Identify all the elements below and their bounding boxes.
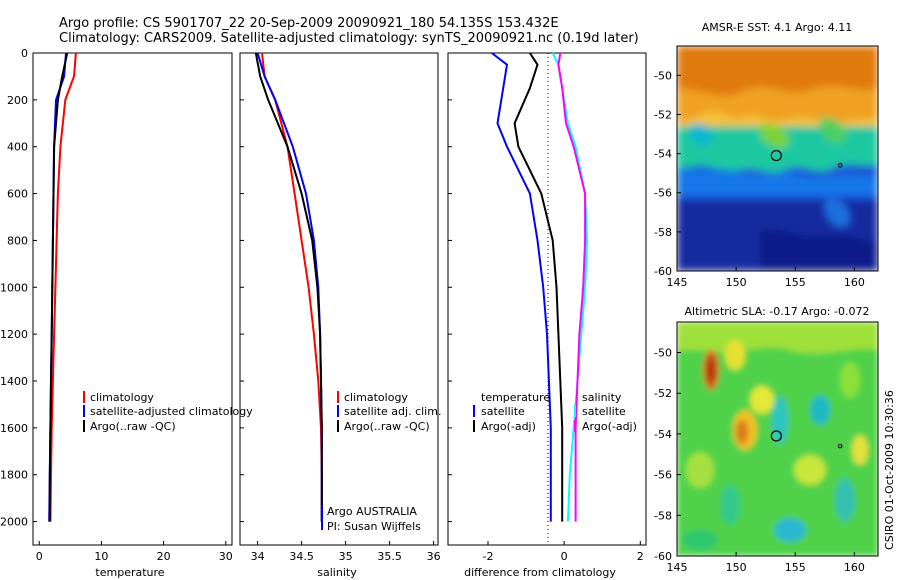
figure-title-line1: Argo profile: CS 5901707_22 20-Sep-2009 … xyxy=(59,16,559,31)
legend-title-salinity: salinity xyxy=(582,391,622,404)
y-tick-label: 1400 xyxy=(0,375,28,388)
x-tick-label: 145 xyxy=(667,561,688,574)
sla-markers xyxy=(770,430,843,449)
sst-map-title: AMSR-E SST: 4.1 Argo: 4.11 xyxy=(702,21,853,34)
legend-label-temp-satellite: satellite xyxy=(481,405,525,418)
series-line-satellite xyxy=(491,52,552,522)
x-tick-label: 155 xyxy=(785,276,806,289)
y-tick-label: 200 xyxy=(7,94,28,107)
sst-markers xyxy=(770,149,843,168)
temperature-axis-label: temperature xyxy=(95,566,164,579)
y-tick-label: -60 xyxy=(654,550,672,563)
x-tick-label: 10 xyxy=(94,550,108,563)
y-tick-label: -54 xyxy=(654,428,672,441)
series-line-satellite-adj-clim- xyxy=(256,52,323,522)
y-tick-label: -58 xyxy=(654,226,672,239)
x-tick-label: 150 xyxy=(726,276,747,289)
salinity-plot-frame xyxy=(239,52,439,546)
series-line-satellite xyxy=(551,52,588,522)
y-tick-label: 1800 xyxy=(0,469,28,482)
y-tick-label: 400 xyxy=(7,141,28,154)
temperature-plot-frame xyxy=(32,52,233,546)
y-tick-label: -50 xyxy=(654,347,672,360)
difference-axis-ticks: -2 0 2 xyxy=(448,52,644,563)
sla-map-frame xyxy=(676,321,879,557)
y-tick-label: 2000 xyxy=(0,516,28,529)
x-tick-label: 34.5 xyxy=(289,550,314,563)
legend-label-climatology: climatology xyxy=(90,391,154,404)
sst-axis-ticks: 145 150 155 160 -50 -52 -54 -56 -58 -60 xyxy=(654,69,865,289)
sla-map-title: Altimetric SLA: -0.17 Argo: -0.072 xyxy=(685,305,870,318)
temperature-legend: climatology satellite-adjusted climatolo… xyxy=(83,391,253,433)
legend-label-satellite-adj: satellite adj. clim. xyxy=(344,405,441,418)
x-tick-label: 30 xyxy=(219,550,233,563)
temperature-axis-ticks: 0 10 20 30 0 200 400 600 800 1000 1200 1400 1600 1800… xyxy=(0,47,233,563)
salinity-legend: climatology satellite adj. clim. Argo(..… xyxy=(337,391,441,433)
x-tick-label: 150 xyxy=(726,561,747,574)
y-tick-label: -56 xyxy=(654,187,672,200)
x-tick-label: 160 xyxy=(844,561,865,574)
y-tick-label: 1000 xyxy=(0,281,28,294)
figure-title-line2: Climatology: CARS2009. Satellite-adjuste… xyxy=(59,31,639,46)
legend-label-climatology: climatology xyxy=(344,391,408,404)
x-tick-label: 0 xyxy=(561,550,568,563)
secondary-marker xyxy=(837,443,843,449)
salinity-axis-label: salinity xyxy=(317,566,357,579)
series-line-climatology xyxy=(49,52,77,522)
legend-label-temp-argo: Argo(-adj) xyxy=(481,420,536,433)
series-line-argo-raw-qc- xyxy=(254,52,323,522)
annotation-argo-australia: Argo AUSTRALIA xyxy=(327,505,417,518)
y-tick-label: -56 xyxy=(654,469,672,482)
argo-profile-marker xyxy=(770,430,782,442)
difference-legend: temperature salinity satellite Argo(-adj… xyxy=(473,391,637,433)
x-tick-label: 2 xyxy=(637,550,644,563)
sla-axis-ticks: 145 150 155 160 -50 -52 -54 -56 -58 -60 xyxy=(654,347,865,574)
x-tick-label: 0 xyxy=(36,550,43,563)
x-tick-label: 36 xyxy=(427,550,441,563)
y-tick-label: 1600 xyxy=(0,422,28,435)
argo-profile-marker xyxy=(770,149,782,162)
legend-label-satellite-adjusted: satellite-adjusted climatology xyxy=(90,405,253,418)
sst-map-frame xyxy=(676,45,879,272)
series-line-climatology xyxy=(261,52,323,522)
y-tick-label: -60 xyxy=(654,265,672,278)
salinity-series xyxy=(254,52,323,522)
y-tick-label: 1200 xyxy=(0,328,28,341)
temperature-series xyxy=(48,52,77,522)
y-tick-label: -58 xyxy=(654,509,672,522)
legend-label-sal-satellite: satellite xyxy=(582,405,626,418)
series-line-argo-raw-qc- xyxy=(48,52,69,522)
x-tick-label: 34 xyxy=(251,550,265,563)
sla-heatmap xyxy=(677,322,878,556)
x-tick-label: 145 xyxy=(667,276,688,289)
y-tick-label: -50 xyxy=(654,69,672,82)
annotation-pi-name: PI: Susan Wijffels xyxy=(327,520,421,533)
x-tick-label: 20 xyxy=(157,550,171,563)
difference-axis-label: difference from climatology xyxy=(464,566,616,579)
credit-stamp: CSIRO 01-Oct-2009 10:30:36 xyxy=(883,390,896,550)
y-tick-label: 600 xyxy=(7,188,28,201)
x-tick-label: 155 xyxy=(785,561,806,574)
legend-title-temperature: temperature xyxy=(481,391,550,404)
difference-series xyxy=(491,52,588,522)
x-tick-label: 35 xyxy=(339,550,353,563)
legend-label-argo: Argo(..raw -QC) xyxy=(344,420,430,433)
series-line-argo-adj- xyxy=(513,52,564,522)
y-tick-label: 800 xyxy=(7,234,28,247)
legend-label-sal-argo: Argo(-adj) xyxy=(582,420,637,433)
secondary-marker xyxy=(837,163,843,168)
sst-heatmap xyxy=(677,46,878,271)
x-tick-label: 160 xyxy=(844,276,865,289)
salinity-axis-ticks: 34 34.5 35 35.5 36 xyxy=(240,52,441,563)
x-tick-label: 35.5 xyxy=(377,550,402,563)
y-tick-label: -52 xyxy=(654,108,672,121)
x-tick-label: -2 xyxy=(482,550,493,563)
y-tick-label: 0 xyxy=(21,47,28,60)
y-tick-label: -52 xyxy=(654,387,672,400)
legend-label-argo: Argo(..raw -QC) xyxy=(90,420,176,433)
difference-plot-frame xyxy=(447,52,647,546)
y-tick-label: -54 xyxy=(654,148,672,161)
